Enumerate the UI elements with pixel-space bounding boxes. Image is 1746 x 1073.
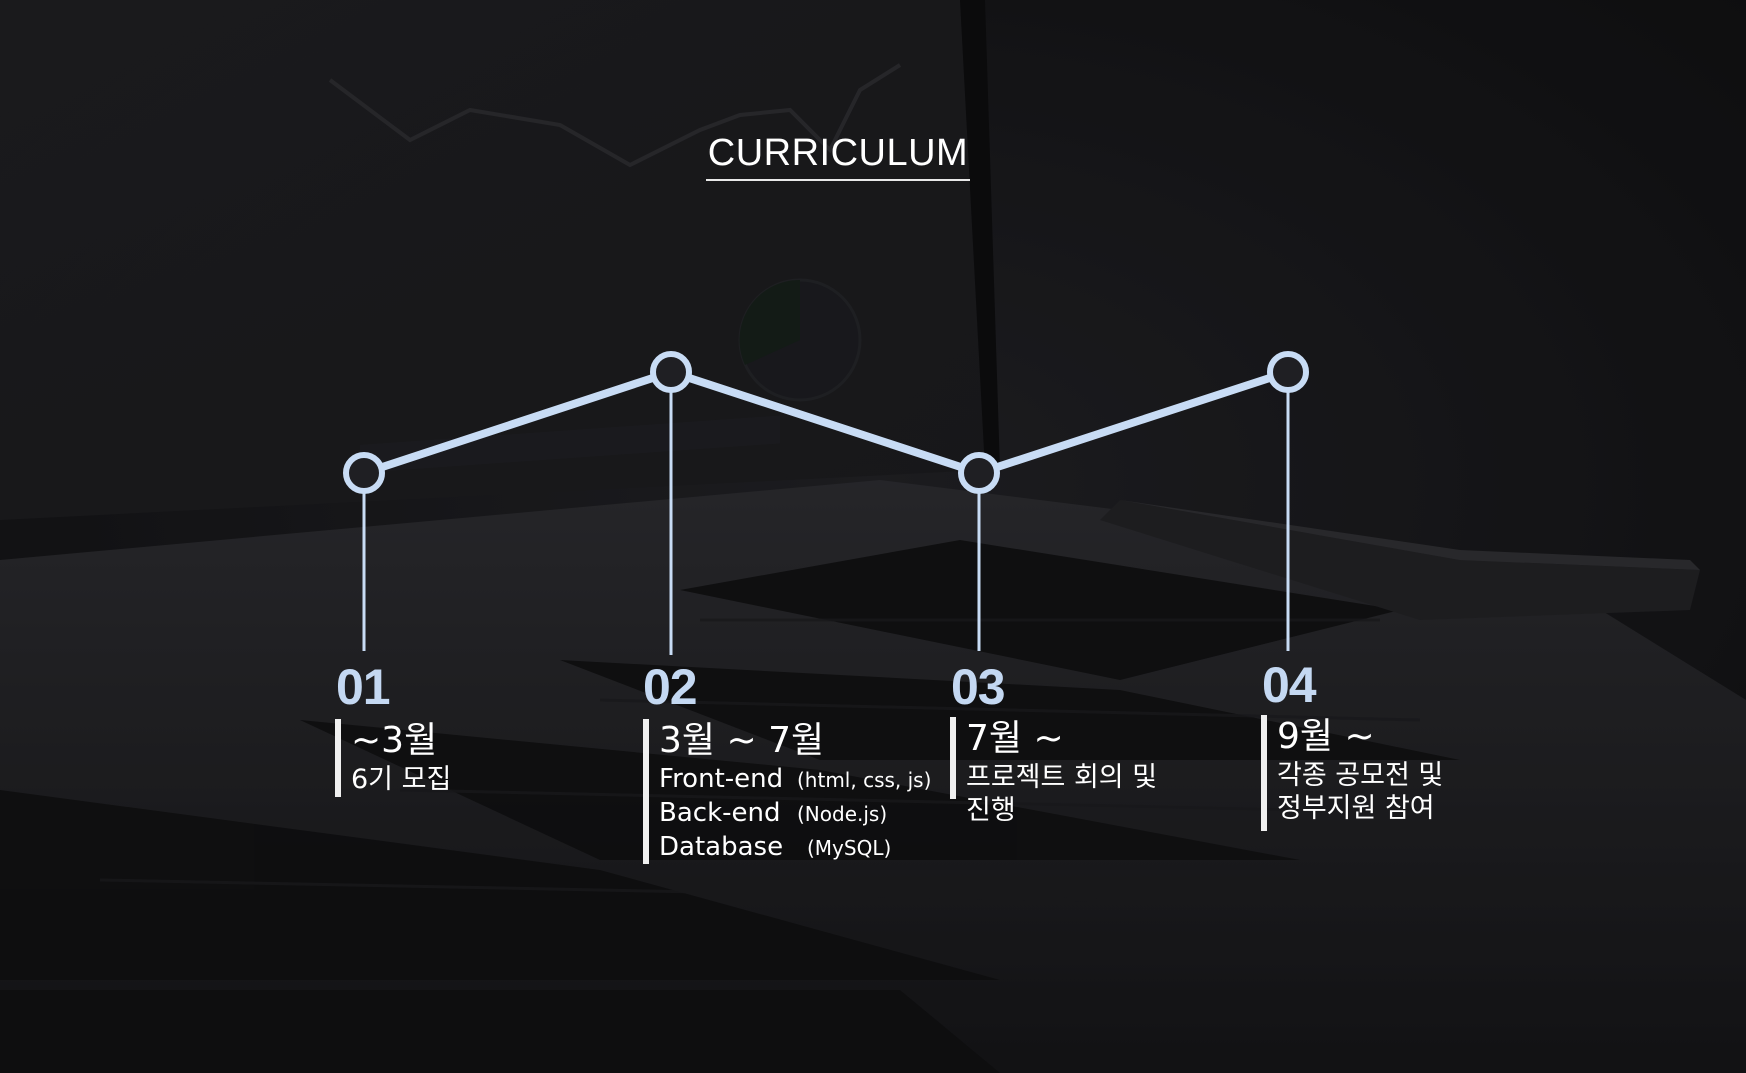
step-02-tech-backend: Back-end (Node.js): [659, 797, 931, 831]
step-04-node: [1267, 351, 1309, 393]
tech-detail: (MySQL): [807, 836, 892, 860]
tech-detail: (html, css, js): [797, 768, 932, 792]
step-02-block: 3월 ~ 7월 Front-end (html, css, js) Back-e…: [643, 719, 931, 864]
step-04-desc-line-2: 정부지원 참여: [1277, 793, 1435, 824]
step-02-date: 3월 ~ 7월: [659, 720, 825, 761]
tech-name: Database: [659, 832, 784, 862]
step-01-number: 01: [336, 659, 391, 715]
page-title: CURRICULUM: [0, 132, 1676, 181]
step-03-number: 03: [951, 659, 1006, 715]
step-04-number: 04: [1262, 657, 1317, 713]
timeline-zigzag-line: [362, 368, 1290, 477]
step-04-desc-line-1: 각종 공모전 및: [1277, 760, 1444, 791]
step-03-block: 7월 ~ 프로젝트 회의 및 진행: [950, 717, 1158, 826]
step-01-desc: 6기 모집: [351, 764, 452, 795]
step-02-tech-frontend: Front-end (html, css, js): [659, 763, 931, 797]
step-04-date: 9월 ~: [1277, 716, 1375, 757]
step-02-number: 02: [643, 659, 698, 715]
step-01-date: ~3월: [351, 720, 438, 761]
step-03-desc-line-2: 진행: [966, 795, 1016, 826]
step-03-date: 7월 ~: [966, 718, 1064, 759]
step-02-tech-database: Database (MySQL): [659, 831, 931, 865]
tech-name: Back-end: [659, 798, 781, 828]
step-03-node: [958, 452, 1000, 494]
step-02-node: [650, 351, 692, 393]
tech-detail: (Node.js): [797, 802, 888, 826]
step-03-desc-line-1: 프로젝트 회의 및: [966, 762, 1158, 793]
tech-name: Front-end: [659, 764, 784, 794]
step-01-node: [343, 452, 385, 494]
step-01-block: ~3월 6기 모집: [335, 719, 451, 797]
step-04-block: 9월 ~ 각종 공모전 및 정부지원 참여: [1261, 715, 1443, 831]
